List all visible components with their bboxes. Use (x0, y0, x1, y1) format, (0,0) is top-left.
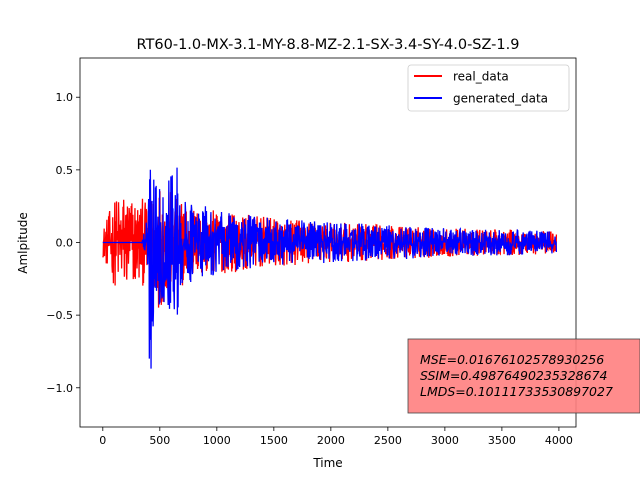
y-tick-label: 1.0 (56, 91, 74, 104)
metrics-annotation: MSE=0.01676102578930256 SSIM=0.498764902… (407, 338, 640, 414)
metric-ssim: SSIM=0.49876490235328674 (420, 368, 608, 383)
y-tick-label: −1.0 (46, 382, 73, 395)
metrics-annotation-box (407, 338, 640, 414)
metric-mse: MSE=0.01676102578930256 (420, 352, 604, 367)
series-line-generated-data (102, 167, 558, 369)
x-tick-label: 0 (99, 434, 106, 447)
x-tick-label: 500 (149, 434, 170, 447)
x-tick-label: 1500 (260, 434, 288, 447)
y-axis-label: Amlpitude (16, 212, 30, 274)
y-tick-label: 0.5 (56, 164, 74, 177)
x-tick-label: 2000 (317, 434, 345, 447)
y-tick-label: −0.5 (46, 309, 73, 322)
y-axis-ticks: −1.0 −0.5 0.0 0.5 1.0 (46, 91, 80, 395)
legend-label-generated-data: generated_data (453, 92, 548, 106)
legend-frame (407, 64, 570, 112)
x-tick-label: 4000 (545, 434, 573, 447)
chart-title: RT60-1.0-MX-3.1-MY-8.8-MZ-2.1-SX-3.4-SY-… (137, 37, 520, 53)
x-axis-label: Time (312, 456, 342, 470)
x-tick-label: 3000 (431, 434, 459, 447)
x-axis-ticks: 0 500 1000 1500 2000 2500 3000 3500 4000 (99, 427, 573, 447)
x-tick-label: 3500 (488, 434, 516, 447)
legend: real_data generated_data (407, 64, 570, 112)
x-tick-label: 2500 (374, 434, 402, 447)
metric-lmds: LMDS=0.10111733530897027 (420, 384, 613, 399)
series-layer (102, 167, 558, 369)
x-tick-label: 1000 (203, 434, 231, 447)
legend-label-real-data: real_data (453, 70, 509, 84)
y-tick-label: 0.0 (56, 237, 74, 250)
